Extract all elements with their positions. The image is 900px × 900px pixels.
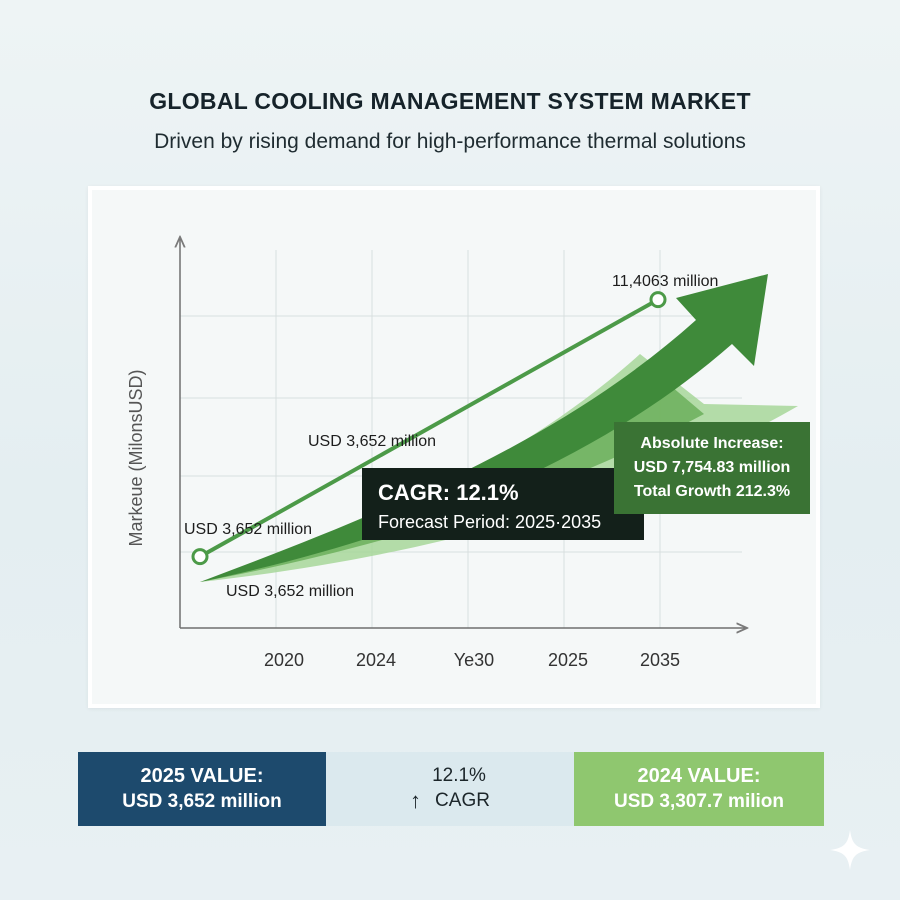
cagr-period: Forecast Period: 2025·2035 bbox=[378, 512, 601, 532]
x-tick-label: 2025 bbox=[548, 650, 588, 670]
stat-cagr-label: CAGR bbox=[435, 790, 490, 811]
cagr-box: CAGR: 12.1% Forecast Period: 2025·2035 bbox=[362, 468, 644, 540]
stat-2024-amount: USD 3,307.7 milion bbox=[613, 791, 784, 812]
x-tick-label: 2024 bbox=[356, 650, 396, 670]
arrow-up-icon: ↑ bbox=[410, 788, 422, 813]
data-point-end bbox=[649, 291, 667, 309]
increase-line-3: Total Growth 212.3% bbox=[634, 483, 790, 500]
stat-2025-value: 2025 VALUE: USD 3,652 million bbox=[78, 752, 326, 826]
stat-2025-amount: USD 3,652 million bbox=[122, 791, 282, 812]
data-label-end: 11,4063 million bbox=[612, 273, 718, 290]
stat-2024-label: 2024 VALUE: bbox=[637, 765, 761, 787]
x-tick-label: Ye30 bbox=[454, 650, 494, 670]
x-tick-label: 2035 bbox=[640, 650, 680, 670]
page-subtitle: Driven by rising demand for high-perform… bbox=[154, 130, 746, 153]
stat-cagr: 12.1% ↑ CAGR bbox=[326, 752, 574, 826]
stat-2024-value: 2024 VALUE: USD 3,307.7 milion bbox=[574, 752, 824, 826]
stat-2025-label: 2025 VALUE: bbox=[140, 765, 264, 787]
market-chart: Markeue (MilonsUSD) 2020 2024 Ye30 2025 … bbox=[126, 190, 810, 670]
increase-box: Absolute Increase: USD 7,754.83 million … bbox=[614, 422, 810, 514]
data-point-start bbox=[191, 548, 209, 566]
x-tick-label: 2020 bbox=[264, 650, 304, 670]
stat-cagr-value: 12.1% bbox=[432, 765, 486, 786]
annotation-label: USD 3,652 million bbox=[308, 433, 436, 450]
sparkle-icon bbox=[830, 830, 870, 870]
series-line bbox=[199, 297, 659, 559]
chart-panel: Markeue (MilonsUSD) 2020 2024 Ye30 2025 … bbox=[88, 186, 820, 708]
data-label-start: USD 3,652 million bbox=[226, 583, 354, 600]
annotation-label: USD 3,652 million bbox=[184, 521, 312, 538]
increase-line-2: USD 7,754.83 million bbox=[634, 459, 791, 476]
increase-line-1: Absolute Increase: bbox=[640, 435, 783, 452]
cagr-title: CAGR: 12.1% bbox=[378, 480, 519, 505]
page-title: GLOBAL COOLING MANAGEMENT SYSTEM MARKET bbox=[149, 88, 751, 114]
growth-arrow bbox=[200, 274, 768, 582]
y-axis-title: Markeue (MilonsUSD) bbox=[126, 369, 146, 546]
x-tick-labels: 2020 2024 Ye30 2025 2035 bbox=[264, 650, 680, 670]
